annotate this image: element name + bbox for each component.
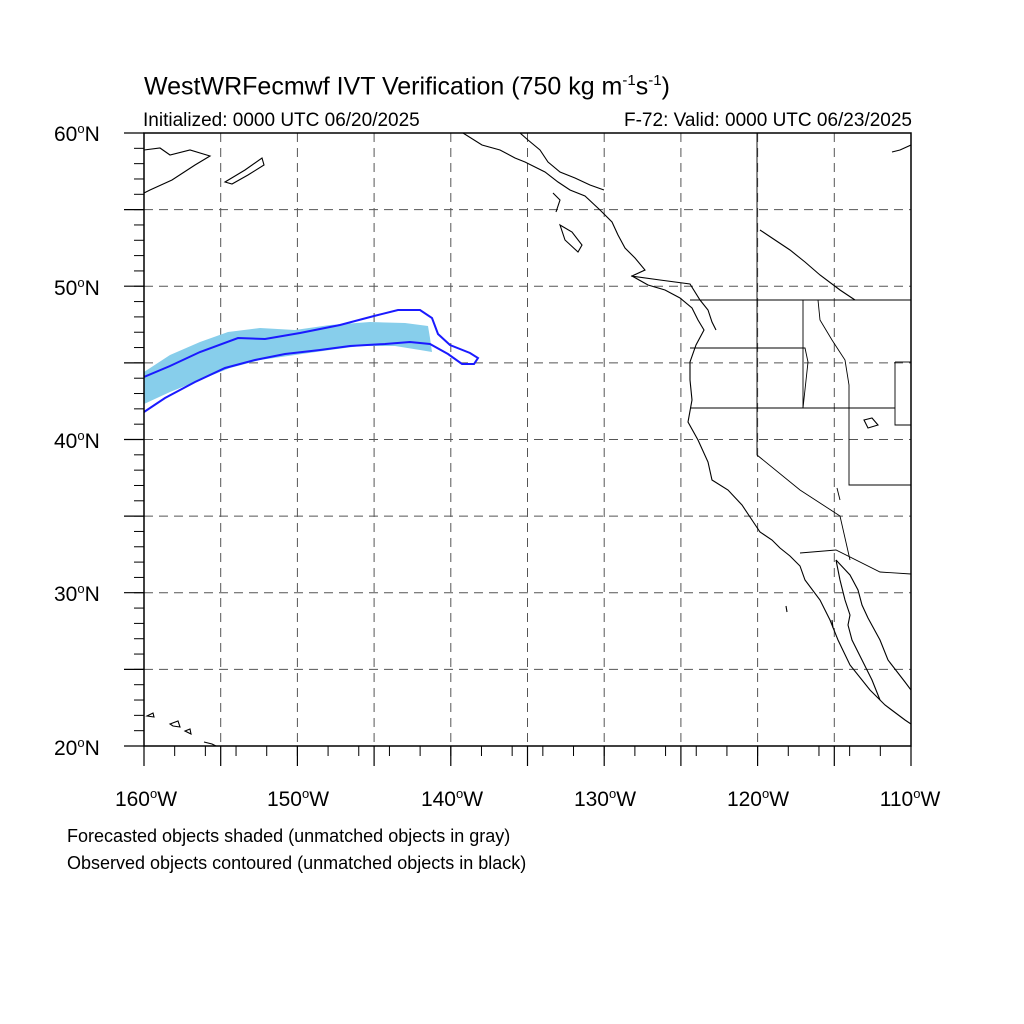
footnote-forecast: Forecasted objects shaded (unmatched obj… — [67, 826, 511, 846]
lat-label-40n: 40oN — [54, 428, 100, 453]
minor-ticks — [134, 132, 912, 756]
lon-label-160w: 160oW — [114, 786, 178, 811]
lat-label-50n: 50oN — [54, 275, 100, 300]
axis-ticks — [124, 132, 912, 766]
forecast-object-shaded — [144, 322, 432, 404]
valid-time: F-72: Valid: 0000 UTC 06/23/2025 — [624, 110, 912, 131]
gridlines — [144, 133, 911, 746]
lat-label-20n: 20oN — [54, 735, 100, 760]
coastlines — [144, 133, 911, 746]
lat-label-30n: 30oN — [54, 581, 100, 606]
lon-label-110w: 110oW — [879, 786, 941, 811]
political-boundaries — [690, 133, 911, 575]
lat-label-60n: 60oN — [54, 121, 100, 146]
lon-label-120w: 120oW — [726, 786, 790, 811]
chart-title: WestWRFecmwf IVT Verification (750 kg m-… — [144, 72, 670, 101]
lon-label-130w: 130oW — [573, 786, 637, 811]
lon-label-140w: 140oW — [420, 786, 484, 811]
initialized-time: Initialized: 0000 UTC 06/20/2025 — [143, 110, 420, 131]
lon-label-150w: 150oW — [266, 786, 330, 811]
footnote-observed: Observed objects contoured (unmatched ob… — [67, 853, 527, 873]
observed-object-contour — [144, 309, 480, 413]
